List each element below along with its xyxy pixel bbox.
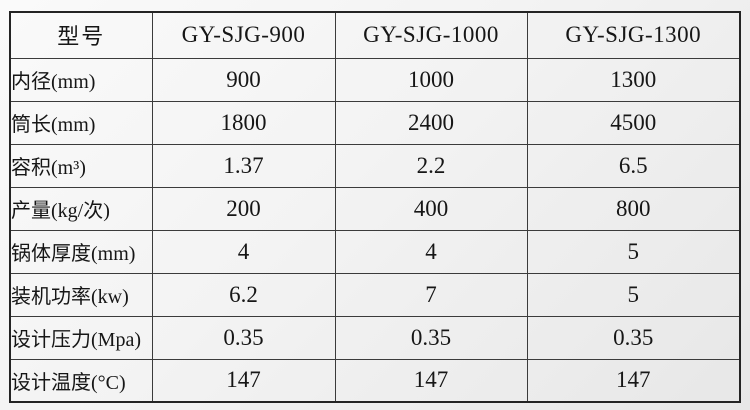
cell-value: 147 — [151, 358, 336, 403]
table-row-volume: 容积(m³) 1.37 2.2 6.5 — [9, 143, 741, 188]
cell-value: 6.5 — [526, 143, 741, 188]
cell-value: 200 — [151, 186, 336, 231]
cell-value: 800 — [526, 186, 741, 231]
cell-value: 147 — [334, 358, 528, 403]
row-label: 容积(m³) — [9, 143, 153, 188]
table-row-output: 产量(kg/次) 200 400 800 — [9, 186, 741, 231]
row-label: 筒长(mm) — [9, 100, 153, 145]
cell-value: 0.35 — [151, 315, 336, 360]
cell-value: 1800 — [151, 100, 336, 145]
cell-value: 4 — [151, 229, 336, 274]
col-header-model: 型号 — [9, 11, 153, 59]
cell-value: 5 — [526, 229, 741, 274]
cell-value: 4500 — [526, 100, 741, 145]
cell-value: 1300 — [526, 57, 741, 102]
table-row-shell-thickness: 锅体厚度(mm) 4 4 5 — [9, 229, 741, 274]
row-label: 产量(kg/次) — [9, 186, 153, 231]
cell-value: 6.2 — [151, 272, 336, 317]
table-row-inner-diameter: 内径(mm) 900 1000 1300 — [9, 57, 741, 102]
cell-value: 4 — [334, 229, 528, 274]
col-header-sjg-1000: GY-SJG-1000 — [334, 11, 528, 59]
cell-value: 5 — [526, 272, 741, 317]
cell-value: 7 — [334, 272, 528, 317]
table-row-cylinder-length: 筒长(mm) 1800 2400 4500 — [9, 100, 741, 145]
col-header-sjg-900: GY-SJG-900 — [151, 11, 336, 59]
table-row-design-pressure: 设计压力(Mpa) 0.35 0.35 0.35 — [9, 315, 741, 360]
table-row-design-temperature: 设计温度(°C) 147 147 147 — [9, 358, 741, 403]
cell-value: 1.37 — [151, 143, 336, 188]
cell-value: 1000 — [334, 57, 528, 102]
cell-value: 0.35 — [334, 315, 528, 360]
col-header-sjg-1300: GY-SJG-1300 — [526, 11, 741, 59]
table-row-installed-power: 装机功率(kw) 6.2 7 5 — [9, 272, 741, 317]
row-label: 内径(mm) — [9, 57, 153, 102]
cell-value: 147 — [526, 358, 741, 403]
row-label: 设计压力(Mpa) — [9, 315, 153, 360]
table-header-row: 型号 GY-SJG-900 GY-SJG-1000 GY-SJG-1300 — [9, 11, 741, 59]
spec-table: 型号 GY-SJG-900 GY-SJG-1000 GY-SJG-1300 内径… — [9, 11, 741, 403]
cell-value: 2.2 — [334, 143, 528, 188]
cell-value: 2400 — [334, 100, 528, 145]
cell-value: 400 — [334, 186, 528, 231]
row-label: 设计温度(°C) — [9, 358, 153, 403]
cell-value: 0.35 — [526, 315, 741, 360]
row-label: 装机功率(kw) — [9, 272, 153, 317]
row-label: 锅体厚度(mm) — [9, 229, 153, 274]
cell-value: 900 — [151, 57, 336, 102]
